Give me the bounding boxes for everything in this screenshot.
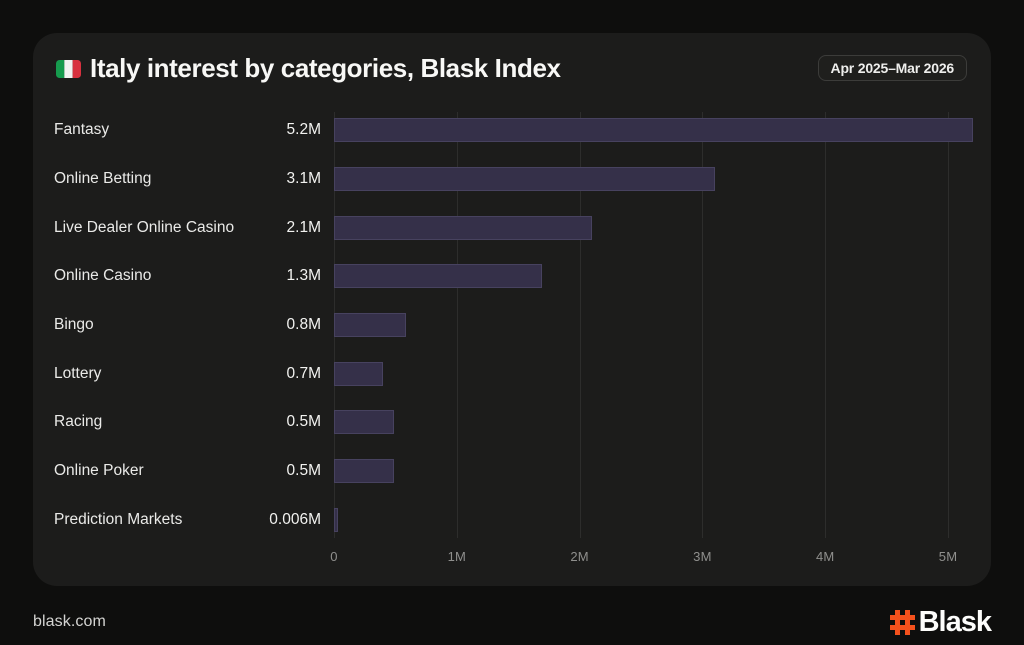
blask-logo[interactable]: Blask <box>889 605 992 639</box>
bar-racing <box>334 410 395 435</box>
category-value: 2.1M <box>286 218 321 236</box>
category-label: Bingo <box>54 316 94 334</box>
page-footer: blask.com Blask <box>33 604 992 640</box>
x-axis-tick: 1M <box>447 549 467 564</box>
bar-online-poker <box>334 459 395 484</box>
bar-prediction-markets <box>334 507 338 532</box>
site-link[interactable]: blask.com <box>33 613 106 630</box>
chart-row: Bingo 0.8M <box>33 301 991 350</box>
x-axis-tick: 2M <box>570 549 589 564</box>
italy-flag-icon <box>56 59 81 78</box>
bar-online-betting <box>334 167 715 192</box>
chart-card: Italy interest by categories, Blask Inde… <box>33 33 991 586</box>
chart-row: Live Dealer Online Casino 2.1M <box>33 203 991 252</box>
x-axis-tick: 3M <box>693 549 712 564</box>
bar-online-casino <box>334 264 542 289</box>
category-label: Fantasy <box>54 121 110 139</box>
chart-row: Online Poker 0.5M <box>33 447 991 496</box>
category-value: 3.1M <box>286 170 321 188</box>
gridline-2M <box>579 112 581 538</box>
category-label: Prediction Markets <box>54 510 183 528</box>
bar-fantasy <box>334 118 973 143</box>
chart-row: Online Betting 3.1M <box>33 155 991 204</box>
category-label: Lottery <box>54 364 102 382</box>
category-label: Online Poker <box>54 462 144 480</box>
card-header: Italy interest by categories, Blask Inde… <box>33 33 991 103</box>
chart-row: Prediction Markets 0.006M <box>33 496 991 545</box>
category-value: 0.8M <box>286 316 321 334</box>
bar-live-dealer-online-casino <box>334 215 592 240</box>
page-title: Italy interest by categories, Blask Inde… <box>90 53 561 83</box>
category-value: 0.7M <box>286 364 321 382</box>
category-label: Online Casino <box>54 267 152 285</box>
x-axis-tick: 4M <box>815 549 835 564</box>
category-label: Online Betting <box>54 170 152 188</box>
category-label: Racing <box>54 413 103 431</box>
chart-row: Racing 0.5M <box>33 398 991 447</box>
bar-bingo <box>334 313 407 338</box>
chart-row: Online Casino 1.3M <box>33 252 991 301</box>
category-value: 0.5M <box>286 413 321 431</box>
gridline-5M <box>948 112 949 538</box>
bar-chart: Fantasy 5.2M Online Betting 3.1M Live Dealer… <box>33 33 991 586</box>
category-label: Live Dealer Online Casino <box>54 218 235 236</box>
bar-lottery <box>334 361 384 386</box>
category-value: 5.2M <box>286 121 321 139</box>
period-badge[interactable]: Apr 2025–Mar 2026 <box>817 55 967 81</box>
blask-hash-icon <box>889 609 915 635</box>
category-value: 0.006M <box>269 510 321 528</box>
x-axis-tick: 0 <box>330 549 338 564</box>
blask-logo-text: Blask <box>918 605 992 638</box>
chart-row: Fantasy 5.2M <box>33 106 991 155</box>
title-wrap: Italy interest by categories, Blask Inde… <box>56 53 561 84</box>
gridline-3M <box>702 112 704 538</box>
chart-rows: Fantasy 5.2M Online Betting 3.1M Live Dealer… <box>33 106 991 544</box>
category-value: 0.5M <box>286 462 321 480</box>
x-axis-tick: 5M <box>938 549 958 564</box>
gridline-1M <box>456 112 458 538</box>
category-value: 1.3M <box>286 267 321 285</box>
chart-row: Lottery 0.7M <box>33 349 991 398</box>
gridline-4M <box>825 112 827 538</box>
